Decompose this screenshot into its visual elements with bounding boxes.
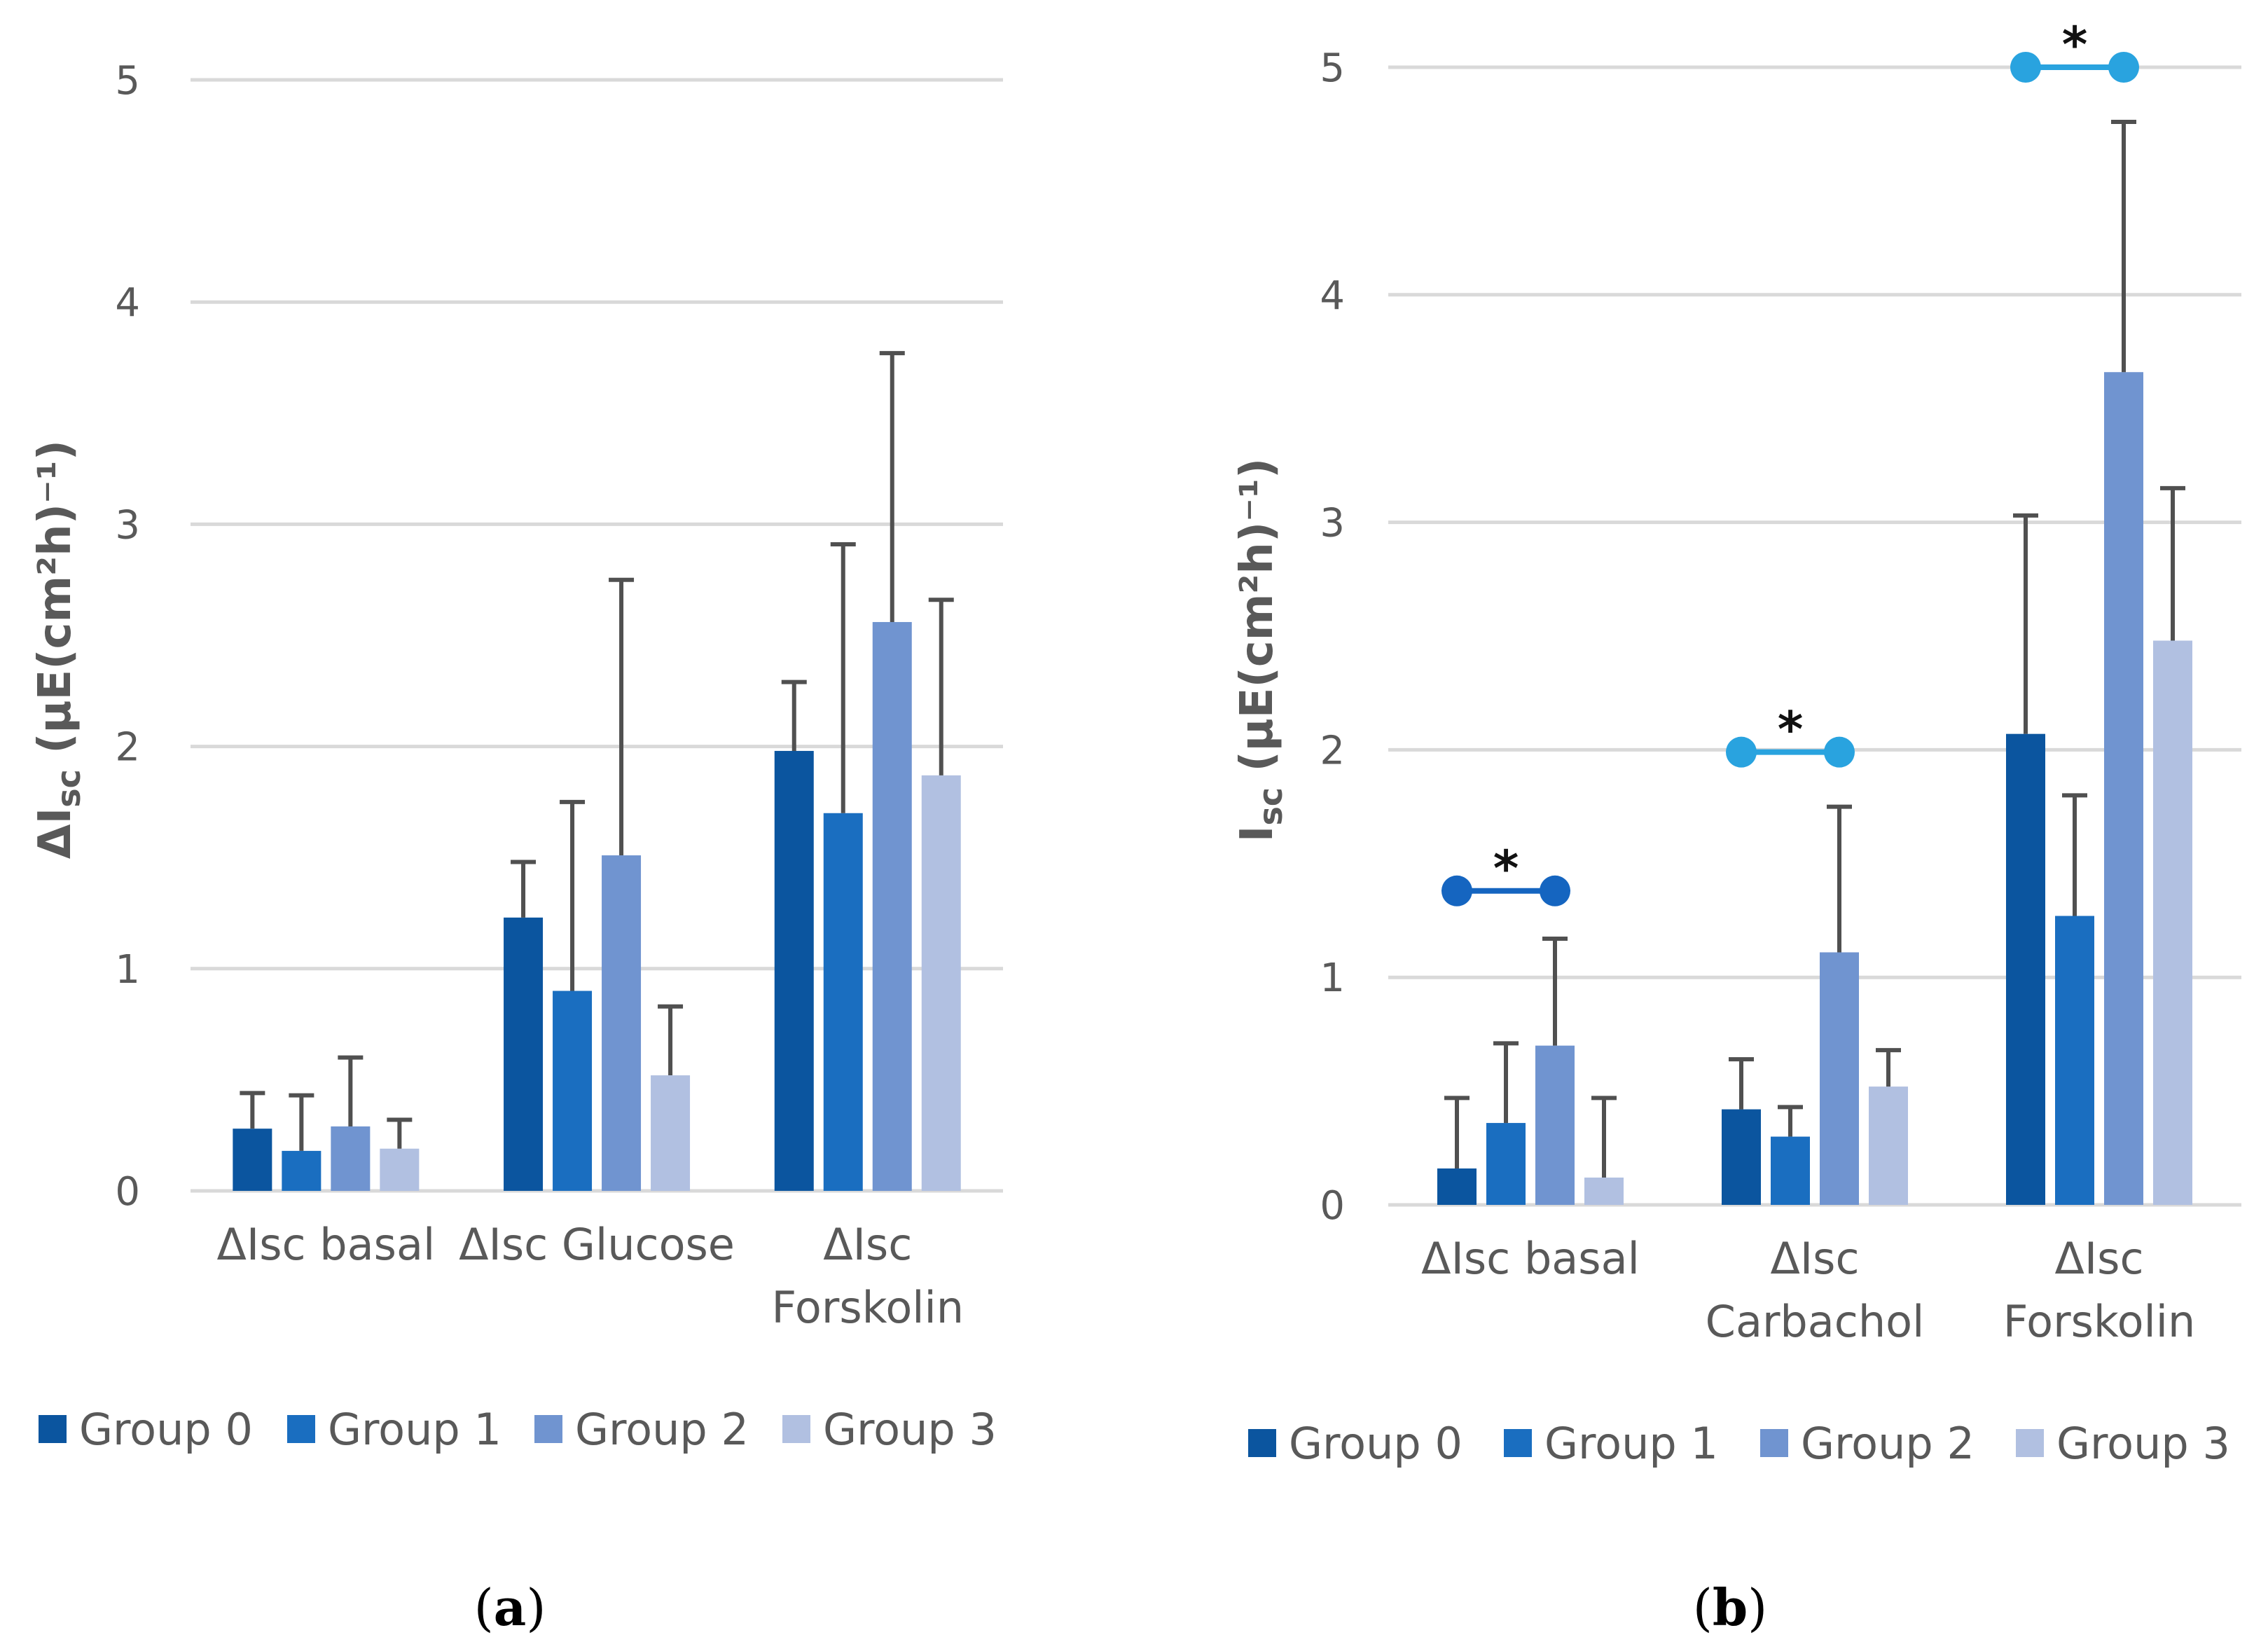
bar-group-3 xyxy=(1584,1178,1624,1205)
bar-group-2 xyxy=(2104,372,2143,1206)
bar-group-1 xyxy=(823,813,863,1191)
significance-star: * xyxy=(2062,16,2088,74)
bar-group-1 xyxy=(553,991,593,1191)
y-tick-label: 2 xyxy=(1320,728,1345,773)
significance-endpoint xyxy=(2108,52,2139,83)
x-category-label: Forskolin xyxy=(2003,1296,2196,1347)
legend-label: Group 0 xyxy=(1289,1418,1463,1469)
legend-label: Group 1 xyxy=(328,1404,502,1455)
y-axis-label-sub: sc xyxy=(1252,787,1289,826)
bar-group-0 xyxy=(1722,1109,1761,1205)
legend-swatch xyxy=(1248,1429,1276,1457)
significance-star: * xyxy=(1493,840,1519,897)
x-category-label: ΔIsc Glucose xyxy=(459,1219,735,1270)
bar-group-2 xyxy=(1535,1045,1575,1205)
bar-group-2 xyxy=(872,621,912,1191)
bar-group-1 xyxy=(1486,1123,1526,1205)
chart-panel-a: 0 1 2 3 4 5 ΔIsc (µE(cm²h)⁻¹) ΔIsc basal ΔIsc Gl… xyxy=(29,58,1003,1637)
legend-label: Group 2 xyxy=(575,1404,749,1455)
y-tick-label: 1 xyxy=(1320,955,1345,1001)
bar-group-0 xyxy=(2006,733,2045,1205)
y-axis-label: Isc (µE(cm²h)⁻¹) xyxy=(1231,458,1289,843)
legend-label: Group 2 xyxy=(1801,1418,1975,1469)
legend-swatch xyxy=(287,1415,315,1443)
bar-group-0 xyxy=(233,1129,272,1191)
x-category-label: ΔIsc xyxy=(823,1219,912,1270)
bar-group-0 xyxy=(504,917,544,1191)
x-category-label: ΔIsc basal xyxy=(217,1219,436,1270)
chart-panel-b: 0 1 2 3 4 5 Isc (µE(cm²h)⁻¹) ΔIsc basal ΔIsc Carb… xyxy=(1231,16,2241,1637)
panel-label: (a) xyxy=(474,1578,546,1637)
bar-group-1 xyxy=(1771,1136,1810,1205)
y-axis-label-sub: sc xyxy=(50,769,88,808)
bar-group-3 xyxy=(2153,640,2192,1205)
panel-label-open: ( xyxy=(474,1578,494,1637)
bar-group-3 xyxy=(380,1148,420,1191)
panel-label-letter: b xyxy=(1713,1578,1748,1637)
y-tick-label: 3 xyxy=(1320,501,1345,546)
y-tick-label: 0 xyxy=(115,1169,140,1215)
bar-group-0 xyxy=(1437,1168,1477,1205)
bar-group-2 xyxy=(331,1126,371,1191)
y-tick-label: 5 xyxy=(115,58,140,104)
y-axis-label-main: I xyxy=(1231,825,1283,842)
bar-group-3 xyxy=(921,775,961,1191)
legend-swatch xyxy=(1504,1429,1532,1457)
significance-endpoint xyxy=(1540,875,1570,906)
y-tick-label: 4 xyxy=(115,280,140,326)
y-axis-label: ΔIsc (µE(cm²h)⁻¹) xyxy=(29,440,88,859)
legend-swatch xyxy=(534,1415,562,1443)
legend-label: Group 3 xyxy=(2056,1418,2230,1469)
legend-swatch xyxy=(782,1415,810,1443)
y-tick-label: 3 xyxy=(115,502,140,548)
y-tick-label: 2 xyxy=(115,725,140,771)
panel-label-close: ) xyxy=(1748,1578,1767,1637)
bar-group-2 xyxy=(602,855,642,1191)
significance-endpoint xyxy=(2010,52,2041,83)
y-axis-label-rest: (µE(cm²h)⁻¹) xyxy=(1231,458,1283,787)
legend-swatch xyxy=(39,1415,67,1443)
x-category-label: ΔIsc basal xyxy=(1421,1233,1640,1284)
y-tick-label: 4 xyxy=(1320,273,1345,319)
panel-label: (b) xyxy=(1693,1578,1768,1637)
x-category-label: Forskolin xyxy=(771,1282,964,1333)
x-category-label: ΔIsc xyxy=(1770,1233,1859,1284)
legend-swatch xyxy=(2016,1429,2044,1457)
bar-group-3 xyxy=(651,1075,691,1191)
y-axis-label-rest: (µE(cm²h)⁻¹) xyxy=(29,440,81,769)
significance-endpoint xyxy=(1726,736,1757,768)
significance-endpoint xyxy=(1441,875,1472,906)
x-category-label: Carbachol xyxy=(1706,1296,1925,1347)
bar-group-0 xyxy=(774,750,814,1191)
panel-label-open: ( xyxy=(1693,1578,1713,1637)
legend-swatch xyxy=(1760,1429,1788,1457)
y-tick-label: 0 xyxy=(1320,1183,1345,1229)
x-category-label: ΔIsc xyxy=(2054,1233,2143,1284)
bar-group-1 xyxy=(2055,916,2094,1205)
significance-star: * xyxy=(1778,701,1804,759)
y-tick-label: 5 xyxy=(1320,46,1345,91)
y-tick-label: 1 xyxy=(115,947,140,993)
y-axis-label-main: ΔI xyxy=(29,808,81,859)
panel-label-letter: a xyxy=(494,1578,527,1637)
panel-label-close: ) xyxy=(526,1578,546,1637)
legend-label: Group 0 xyxy=(79,1404,253,1455)
legend-label: Group 3 xyxy=(823,1404,997,1455)
significance-endpoint xyxy=(1824,736,1855,768)
bar-group-2 xyxy=(1820,952,1859,1205)
bar-group-1 xyxy=(282,1150,321,1191)
legend-label: Group 1 xyxy=(1544,1418,1718,1469)
bar-group-3 xyxy=(1869,1086,1908,1205)
